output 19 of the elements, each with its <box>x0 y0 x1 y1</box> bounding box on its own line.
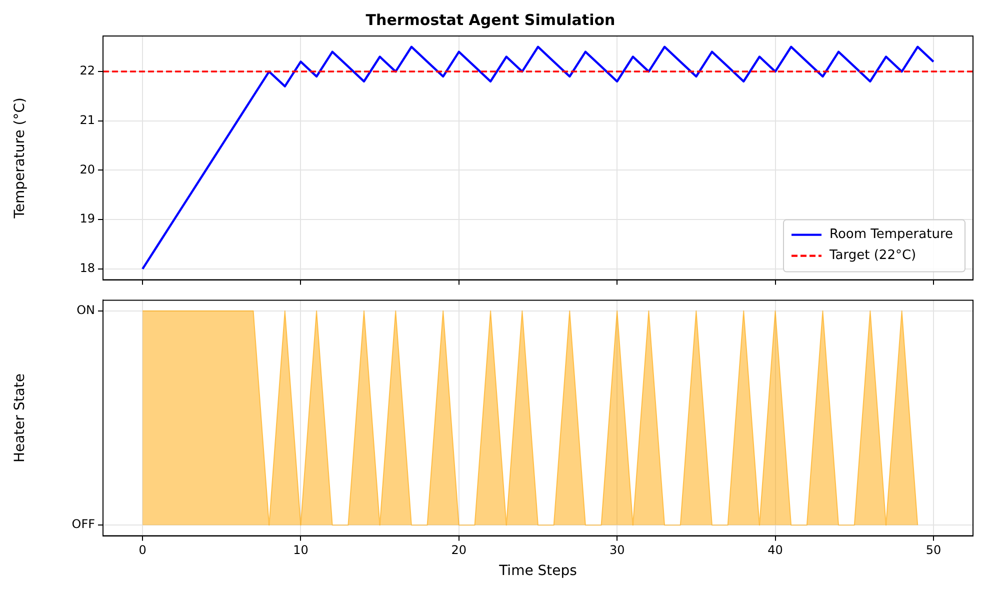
y-tick-label: 22 <box>80 64 95 78</box>
text: OFF <box>72 517 96 532</box>
x-tick-label: 50 <box>926 543 942 558</box>
x-tick-label: 40 <box>768 543 783 558</box>
x-tick-label: 0 <box>138 543 146 558</box>
legend-label: Room Temperature <box>830 227 953 242</box>
x-axis-title: Time Steps <box>498 563 577 580</box>
y-tick-label: 21 <box>80 113 95 128</box>
x-tick-label: 20 <box>451 543 467 558</box>
y-tick-label: 20 <box>80 162 95 176</box>
y-axis-title: Temperature (°C) <box>12 97 28 220</box>
legend-label: Target (22°C) <box>828 248 916 264</box>
text: ON <box>76 303 95 318</box>
y-axis-title: Heater State <box>12 373 28 463</box>
y-tick-label: 19 <box>80 212 95 226</box>
x-tick-label: 30 <box>609 543 625 558</box>
x-tick-label: 10 <box>293 543 308 558</box>
y-tick-label: 18 <box>80 261 95 276</box>
chart-title: Thermostat Agent Simulation <box>366 10 616 29</box>
